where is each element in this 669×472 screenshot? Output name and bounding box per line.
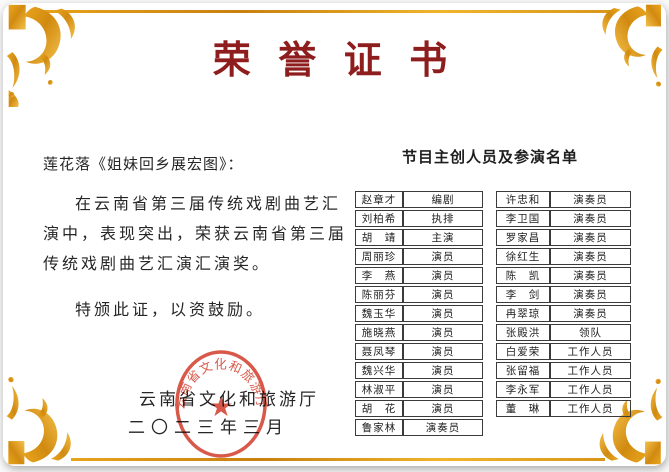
role-cell: 演员 — [403, 324, 483, 341]
name-cell: 刘柏希 — [355, 210, 403, 227]
table-row: 张留福 工作人员 — [496, 362, 631, 379]
role-cell: 工作人员 — [550, 343, 631, 360]
role-cell: 主演 — [403, 229, 483, 246]
table-row: 魏兴华 演员 — [355, 362, 483, 379]
role-cell: 演奏员 — [550, 191, 631, 208]
table-row: 徐红生 演奏员 — [496, 248, 631, 265]
issue-date: 二〇二三年三月 — [128, 418, 289, 437]
name-cell: 董 琳 — [496, 400, 550, 417]
role-cell: 演奏员 — [550, 210, 631, 227]
name-cell: 李卫国 — [496, 210, 550, 227]
name-cell: 胡 花 — [355, 400, 403, 417]
table-row: 白爱荣 工作人员 — [496, 343, 631, 360]
role-cell: 演奏员 — [550, 305, 631, 322]
name-cell: 白爱荣 — [496, 343, 550, 360]
certificate-title: 荣 誉 证 书 — [212, 40, 457, 82]
name-cell: 张留福 — [496, 362, 550, 379]
roster-title: 节目主创人员及参演名单 — [401, 149, 578, 166]
name-cell: 赵章才 — [355, 191, 403, 208]
role-cell: 演员 — [403, 400, 483, 417]
name-cell: 陈丽芬 — [355, 286, 403, 303]
table-row: 鲁家林 演奏员 — [355, 419, 483, 436]
name-cell: 李永军 — [496, 381, 550, 398]
table-row: 李永军 工作人员 — [496, 381, 631, 398]
name-cell: 鲁家林 — [355, 419, 403, 436]
table-row: 林淑平 演员 — [355, 381, 483, 398]
award-paragraph: 在云南省第三届传统戏剧曲艺汇演中，表现突出，荣获云南省第三届传统戏剧曲艺汇演汇演… — [43, 196, 348, 273]
role-cell: 演员 — [403, 305, 483, 322]
top-gold-border-line — [37, 10, 615, 13]
role-cell: 演员 — [403, 286, 483, 303]
role-cell: 演员 — [403, 267, 483, 284]
role-cell: 工作人员 — [550, 381, 631, 398]
table-row: 李 剑 演奏员 — [496, 286, 631, 303]
name-cell: 冉翠琼 — [496, 305, 550, 322]
name-cell: 罗家昌 — [496, 229, 550, 246]
certificate-panel: 荣 誉 证 书 莲花落《姐妹回乡展宏图》： 在云南省第三届传统戏剧曲艺汇演中，表… — [3, 3, 666, 466]
table-row: 冉翠琼 演奏员 — [496, 305, 631, 322]
roster-tables: 赵章才 编剧 刘柏希 执排 胡 靖 主演 周丽珍 — [355, 189, 631, 438]
table-row: 刘柏希 执排 — [355, 210, 483, 227]
role-cell: 执排 — [403, 210, 483, 227]
role-cell: 演员 — [403, 362, 483, 379]
name-cell: 魏玉华 — [355, 305, 403, 322]
award-text-block: 莲花落《姐妹回乡展宏图》： 在云南省第三届传统戏剧曲艺汇演中，表现突出，荣获云南… — [43, 153, 348, 320]
table-row: 魏玉华 演员 — [355, 305, 483, 322]
role-cell: 演奏员 — [550, 248, 631, 265]
issuer-signature: 云南省文化和旅游厅 — [139, 390, 319, 409]
name-cell: 陈 凯 — [496, 267, 550, 284]
name-cell: 聂凤琴 — [355, 343, 403, 360]
role-cell: 演员 — [403, 381, 483, 398]
table-row: 陈丽芬 演员 — [355, 286, 483, 303]
name-cell: 李 剑 — [496, 286, 550, 303]
table-row: 胡 靖 主演 — [355, 229, 483, 246]
name-cell: 林淑平 — [355, 381, 403, 398]
table-row: 陈 凯 演奏员 — [496, 267, 631, 284]
name-cell: 魏兴华 — [355, 362, 403, 379]
role-cell: 演奏员 — [550, 229, 631, 246]
corner-ornament-bottom-right-icon — [570, 370, 666, 466]
closing-line: 特颁此证，以资鼓励。 — [75, 302, 266, 319]
role-cell: 编剧 — [403, 191, 483, 208]
corner-ornament-top-right-icon — [574, 3, 666, 95]
role-cell: 演奏员 — [550, 267, 631, 284]
role-cell: 工作人员 — [550, 362, 631, 379]
name-cell: 许忠和 — [496, 191, 550, 208]
table-row: 董 琳 工作人员 — [496, 400, 631, 417]
table-row: 张殿洪 领队 — [496, 324, 631, 341]
table-row: 施晓燕 演员 — [355, 324, 483, 341]
corner-ornament-top-left-icon — [3, 3, 107, 107]
role-cell: 演奏员 — [550, 286, 631, 303]
name-cell: 周丽珍 — [355, 248, 403, 265]
name-cell: 徐红生 — [496, 248, 550, 265]
table-row: 聂凤琴 演员 — [355, 343, 483, 360]
table-row: 李 燕 演员 — [355, 267, 483, 284]
table-row: 李卫国 演奏员 — [496, 210, 631, 227]
bottom-gold-border-line — [71, 458, 605, 461]
role-cell: 演员 — [403, 343, 483, 360]
table-row: 胡 花 演员 — [355, 400, 483, 417]
role-cell: 演员 — [403, 248, 483, 265]
table-row: 罗家昌 演奏员 — [496, 229, 631, 246]
name-cell: 胡 靖 — [355, 229, 403, 246]
roster-right-table: 许忠和 演奏员 李卫国 演奏员 罗家昌 演奏员 徐红生 — [496, 189, 631, 419]
table-row: 赵章才 编剧 — [355, 191, 483, 208]
name-cell: 李 燕 — [355, 267, 403, 284]
recipient-line: 莲花落《姐妹回乡展宏图》： — [43, 157, 244, 173]
corner-ornament-bottom-left-icon — [3, 368, 101, 466]
roster-left-table: 赵章才 编剧 刘柏希 执排 胡 靖 主演 周丽珍 — [355, 189, 483, 438]
role-cell: 领队 — [550, 324, 631, 341]
name-cell: 张殿洪 — [496, 324, 550, 341]
role-cell: 工作人员 — [550, 400, 631, 417]
official-seal: 云南省文化和旅游厅 ★ — [173, 348, 269, 460]
table-row: 周丽珍 演员 — [355, 248, 483, 265]
name-cell: 施晓燕 — [355, 324, 403, 341]
table-row: 许忠和 演奏员 — [496, 191, 631, 208]
seal-star-icon: ★ — [208, 392, 233, 423]
role-cell: 演奏员 — [403, 419, 483, 436]
